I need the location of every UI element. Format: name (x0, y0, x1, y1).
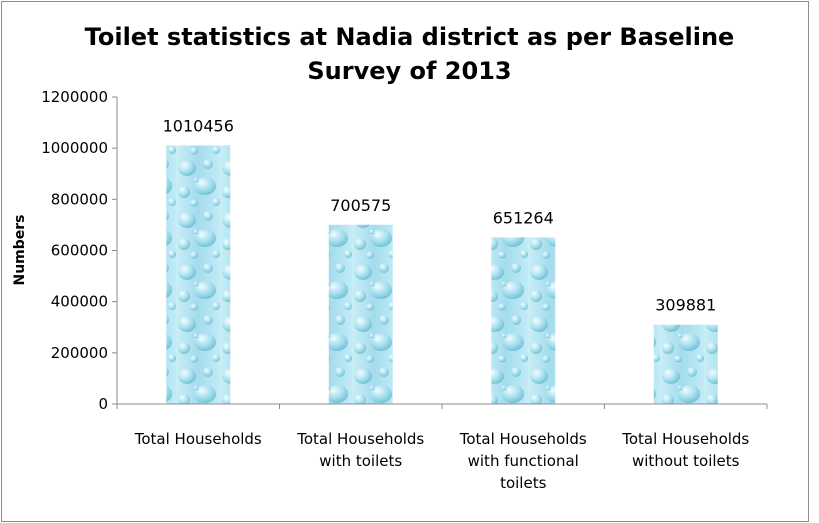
y-tick-label: 600000 (51, 242, 108, 260)
data-label: 1010456 (163, 116, 234, 135)
category-label-line: toilets (500, 474, 547, 492)
category-label: Total Households with toilets (296, 430, 424, 470)
y-tick-label: 1200000 (41, 88, 108, 106)
y-tick-label: 200000 (51, 344, 108, 362)
category-label-line: Total Households (621, 430, 749, 448)
y-tick-label: 400000 (51, 293, 108, 311)
y-tick-label: 800000 (51, 190, 108, 208)
x-axis: Total Households Total Households with toi… (116, 403, 768, 492)
category-label-line: Total Households (296, 430, 424, 448)
y-axis: 0 200000 400000 600000 800000 1000000 1200000 (41, 88, 118, 413)
category-label-line: with toilets (319, 452, 402, 470)
bar (166, 145, 231, 404)
bars: 1010456 700575 651264 309881 (163, 116, 718, 404)
bar (328, 224, 393, 404)
bar (491, 237, 556, 404)
category-label-line: without toilets (632, 452, 740, 470)
y-axis-label: Numbers (12, 214, 28, 285)
chart-title: Toilet statistics at Nadia district as p… (0, 20, 819, 88)
bar (653, 324, 718, 404)
y-tick-label: 1000000 (41, 139, 108, 157)
category-label-line: Total Households (459, 430, 587, 448)
data-label: 700575 (330, 196, 391, 215)
data-label: 651264 (493, 208, 554, 227)
category-label: Total Households (134, 430, 262, 448)
y-tick-label: 0 (98, 395, 108, 413)
category-label: Total Households without toilets (621, 430, 749, 470)
category-label-line: Total Households (134, 430, 262, 448)
data-label: 309881 (655, 296, 716, 315)
chart-title-line-2: Survey of 2013 (307, 57, 512, 85)
category-label-line: with functional (468, 452, 579, 470)
chart-title-line-1: Toilet statistics at Nadia district as p… (84, 23, 735, 51)
category-label: Total Households with functional toilets (459, 430, 587, 492)
